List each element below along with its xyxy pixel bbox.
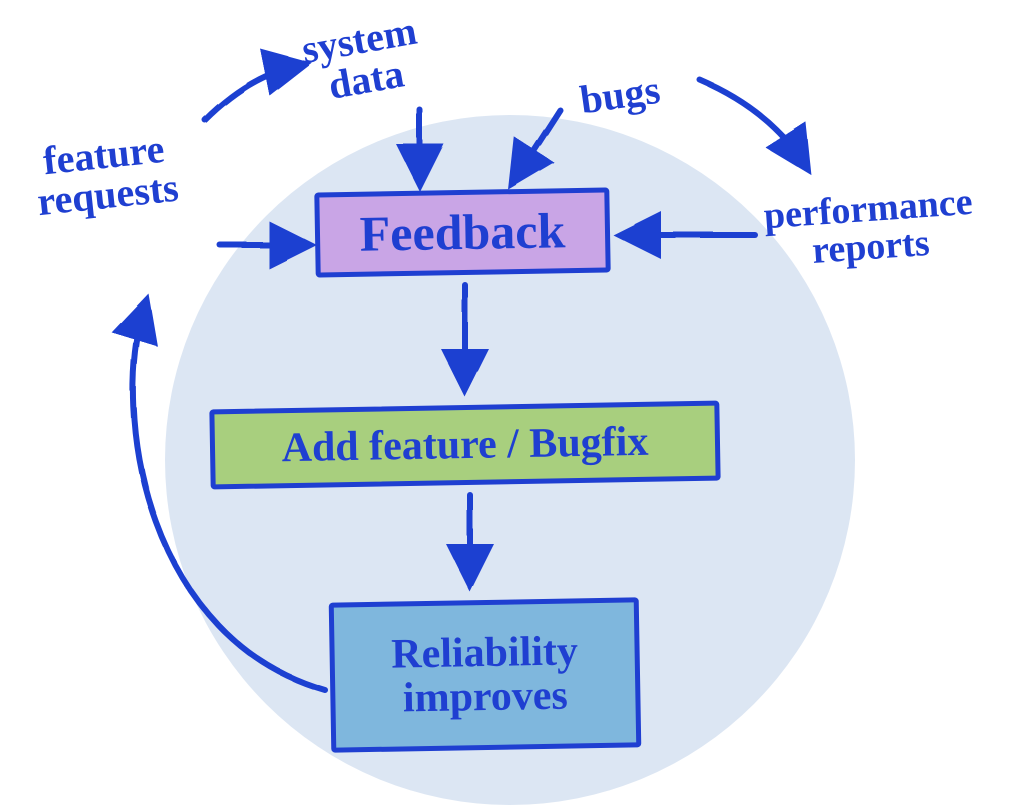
label-bugs: bugs (578, 70, 663, 121)
node-add-feature-label: Add feature / Bugfix (281, 420, 648, 470)
arrow-top-curve-left (205, 65, 300, 120)
arrow-top-curve-right (700, 80, 805, 165)
node-reliability-improves: Reliability improves (329, 597, 642, 752)
node-feedback-label: Feedback (359, 204, 565, 260)
node-reliability-label: Reliability improves (391, 629, 579, 720)
label-performance-reports: performance reports (763, 183, 977, 273)
diagram-canvas: Feedback Add feature / Bugfix Reliabilit… (0, 0, 1034, 811)
node-add-feature-bugfix: Add feature / Bugfix (209, 401, 720, 490)
node-feedback: Feedback (314, 187, 610, 277)
label-feature-requests: feature requests (31, 128, 180, 222)
